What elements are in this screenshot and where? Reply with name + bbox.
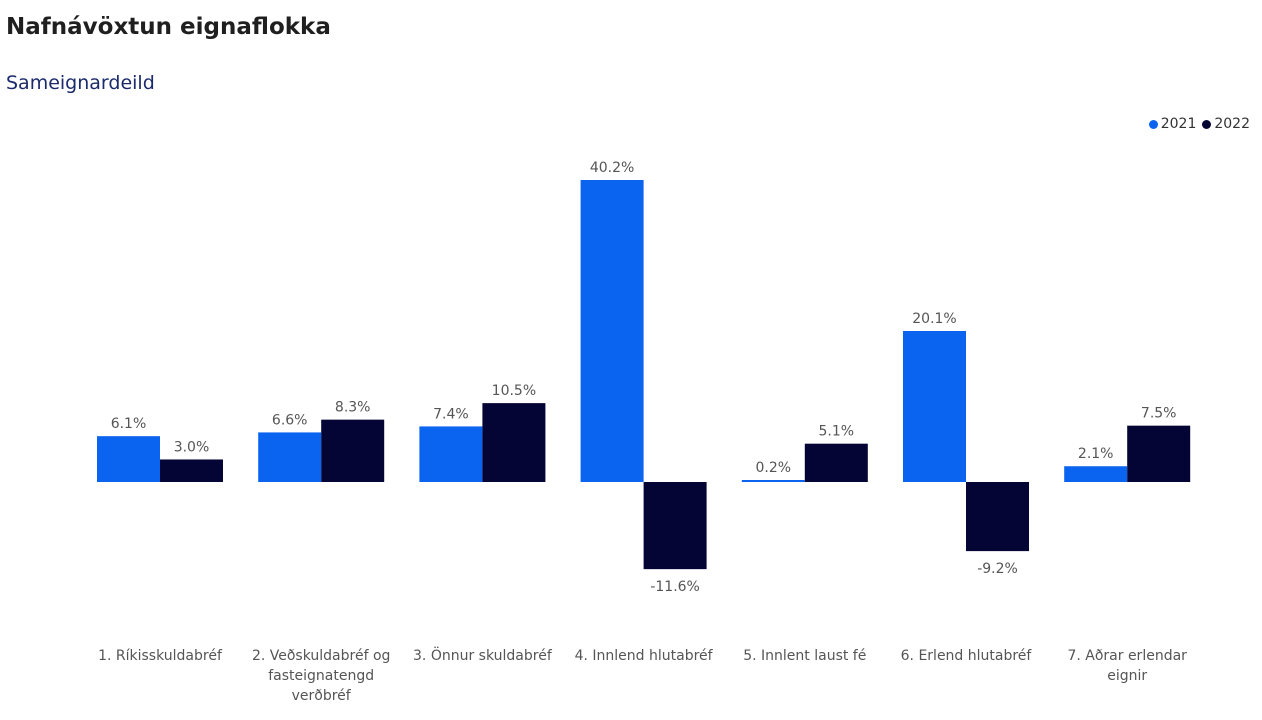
bar-2021-2[interactable] (258, 432, 322, 482)
data-label-2022-5: 5.1% (819, 424, 855, 440)
legend-label-2021: 2021 (1160, 116, 1197, 132)
legend: 2021 2022 (1148, 116, 1250, 132)
category-label-4: 4. Innlend hlutabréf (574, 648, 713, 664)
chart-subtitle: Sameignardeild (6, 72, 155, 94)
bar-2022-6[interactable] (966, 482, 1029, 552)
category-label-5: 5. Innlent laust fé (743, 648, 867, 664)
data-label-2022-7: 7.5% (1141, 406, 1177, 422)
category-label-3: 3. Önnur skuldabréf (413, 648, 552, 664)
bar-2021-3[interactable] (419, 426, 483, 482)
legend-dot-2021 (1148, 119, 1158, 129)
bar-2021-1[interactable] (97, 436, 160, 482)
data-label-2021-2: 6.6% (272, 412, 308, 428)
bar-2022-1[interactable] (160, 459, 223, 482)
bar-2021-7[interactable] (1064, 466, 1128, 482)
data-label-2021-3: 7.4% (433, 406, 469, 422)
data-label-2021-5: 0.2% (756, 460, 792, 476)
bar-2022-5[interactable] (804, 443, 868, 482)
data-label-2022-4: -11.6% (650, 579, 700, 595)
bar-chart: 6.1% 3.0% 6.6% 8.3% 7.4% 10.5% 40.2% -11.6% 0.2%… (97, 160, 1191, 595)
data-label-2021-6: 20.1% (912, 311, 956, 327)
category-label-6: 6. Erlend hlutabréf (900, 648, 1032, 664)
category-label-2: 2. Veðskuldabréf og fasteignatengd verðb… (251, 648, 391, 704)
chart-title: Nafnávöxtun eignaflokka (6, 14, 331, 40)
legend-item-2022[interactable]: 2022 (1202, 116, 1250, 132)
category-label-7: 7. Aðrar erlendar eignir (1067, 648, 1187, 684)
category-label-1: 1. Ríkisskuldabréf (98, 648, 222, 664)
bar-2021-4[interactable] (580, 180, 644, 482)
legend-dot-2022 (1202, 119, 1212, 129)
legend-item-2021[interactable]: 2021 (1148, 116, 1197, 132)
legend-label-2022: 2022 (1214, 116, 1250, 132)
bar-2022-3[interactable] (482, 403, 546, 482)
data-label-2022-1: 3.0% (174, 439, 210, 455)
data-label-2021-4: 40.2% (590, 160, 634, 176)
data-label-2022-3: 10.5% (492, 383, 536, 399)
data-label-2022-2: 8.3% (335, 400, 371, 416)
bar-2022-2[interactable] (321, 419, 385, 482)
data-label-2021-7: 2.1% (1078, 446, 1114, 462)
bar-2021-6[interactable] (903, 331, 966, 482)
data-label-2021-1: 6.1% (111, 416, 147, 432)
bar-2022-4[interactable] (643, 482, 707, 570)
bar-2022-7[interactable] (1127, 425, 1191, 482)
data-label-2022-6: -9.2% (977, 561, 1018, 577)
bar-2021-5[interactable] (741, 480, 805, 482)
